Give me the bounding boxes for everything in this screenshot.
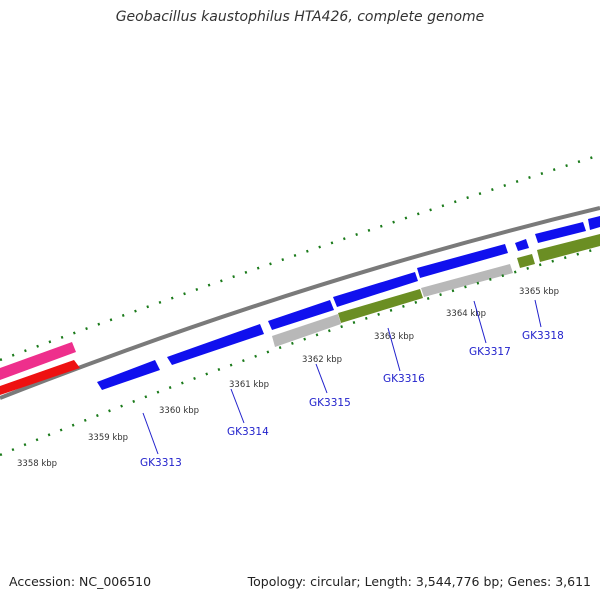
kbp-label: 3361 kbp [229, 380, 269, 390]
gene-arrow-gk3318[interactable] [515, 239, 529, 251]
gene-label[interactable]: GK3315 [309, 397, 351, 409]
kbp-label: 3363 kbp [374, 332, 414, 342]
olive-feature-2[interactable] [517, 254, 535, 268]
kbp-label: 3364 kbp [446, 309, 486, 319]
red-feature[interactable] [0, 360, 80, 395]
kbp-label: 3359 kbp [88, 433, 128, 443]
gene-arrow-gk3317[interactable] [417, 244, 508, 278]
gene-label[interactable]: GK3317 [469, 346, 511, 358]
map-title: Geobacillus kaustophilus HTA426, complet… [115, 9, 485, 25]
olive-feature-3[interactable] [537, 234, 600, 262]
gene-arrow-next-1[interactable] [535, 222, 586, 243]
kbp-label: 3360 kbp [159, 406, 199, 416]
kbp-scale: 3358 kbp 3359 kbp 3360 kbp 3361 kbp 3362… [17, 287, 559, 469]
gene-arrow-gk3316[interactable] [333, 272, 418, 307]
gene-label[interactable]: GK3314 [227, 426, 269, 438]
kbp-label: 3365 kbp [519, 287, 559, 297]
kbp-label: 3358 kbp [17, 459, 57, 469]
kbp-label: 3362 kbp [302, 355, 342, 365]
genome-backbone [0, 206, 600, 400]
gene-arrow-gk3315[interactable] [268, 300, 334, 330]
gene-label[interactable]: GK3316 [383, 373, 425, 385]
gene-labels: GK3313 GK3314 GK3315 GK3316 GK3317 GK331… [140, 330, 564, 469]
grey-feature-2[interactable] [421, 264, 513, 297]
gene-label[interactable]: GK3318 [522, 330, 564, 342]
grey-feature-1[interactable] [272, 314, 341, 347]
accession-text: Accession: NC_006510 [9, 574, 152, 589]
pink-feature[interactable] [0, 342, 76, 380]
gene-arrow-gk3313[interactable] [97, 360, 160, 390]
gene-arrow-next-2[interactable] [588, 216, 600, 230]
gene-arrow-gk3314[interactable] [167, 324, 264, 365]
olive-feature-1[interactable] [338, 289, 423, 323]
genome-stats-text: Topology: circular; Length: 3,544,776 bp… [247, 574, 591, 589]
gene-leader-lines [142, 299, 542, 455]
gene-label[interactable]: GK3313 [140, 457, 182, 469]
inner-tick-ring [0, 246, 600, 457]
